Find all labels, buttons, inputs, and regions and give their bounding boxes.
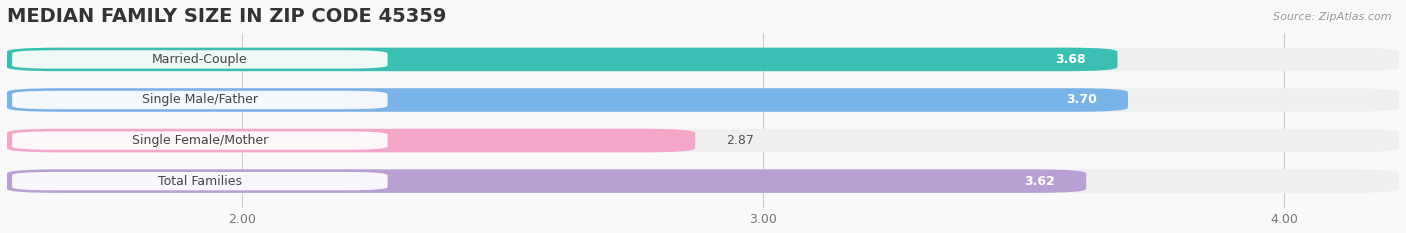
FancyBboxPatch shape — [13, 91, 388, 109]
Text: Total Families: Total Families — [157, 175, 242, 188]
Text: 2.87: 2.87 — [727, 134, 755, 147]
FancyBboxPatch shape — [7, 129, 695, 152]
FancyBboxPatch shape — [7, 88, 1399, 112]
Text: Source: ZipAtlas.com: Source: ZipAtlas.com — [1274, 12, 1392, 22]
FancyBboxPatch shape — [13, 50, 388, 69]
Text: Single Female/Mother: Single Female/Mother — [132, 134, 269, 147]
Text: MEDIAN FAMILY SIZE IN ZIP CODE 45359: MEDIAN FAMILY SIZE IN ZIP CODE 45359 — [7, 7, 446, 26]
FancyBboxPatch shape — [7, 48, 1118, 71]
FancyBboxPatch shape — [7, 169, 1399, 193]
Text: 3.70: 3.70 — [1066, 93, 1097, 106]
FancyBboxPatch shape — [13, 131, 388, 150]
Text: 3.68: 3.68 — [1056, 53, 1087, 66]
FancyBboxPatch shape — [7, 129, 1399, 152]
Text: 3.62: 3.62 — [1024, 175, 1054, 188]
FancyBboxPatch shape — [7, 88, 1128, 112]
Text: Single Male/Father: Single Male/Father — [142, 93, 257, 106]
Text: Married-Couple: Married-Couple — [152, 53, 247, 66]
FancyBboxPatch shape — [7, 48, 1399, 71]
FancyBboxPatch shape — [13, 172, 388, 190]
FancyBboxPatch shape — [7, 169, 1087, 193]
